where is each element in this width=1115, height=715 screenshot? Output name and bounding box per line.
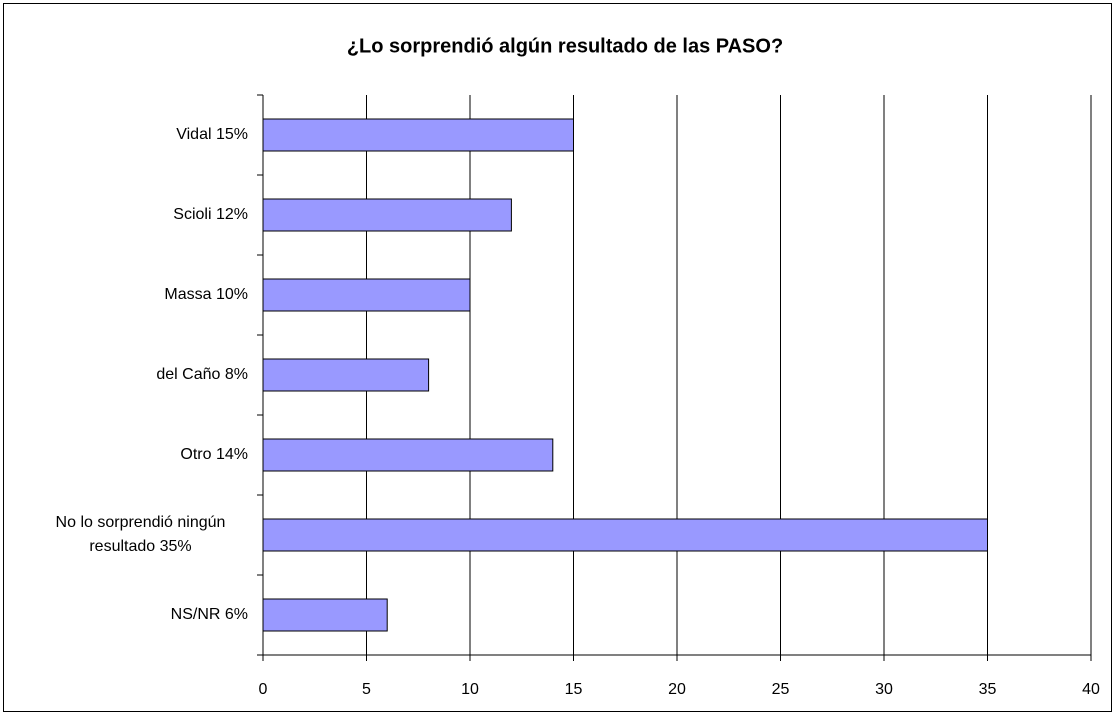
y-tick-label-box: Vidal 15%	[176, 95, 248, 175]
bar	[262, 118, 574, 152]
x-tick-label: 35	[979, 681, 997, 698]
y-tick-label: NS/NR 6%	[170, 606, 248, 623]
y-tick-label: No lo sorprendió ningún resultado 35%	[55, 514, 226, 555]
chart-title: ¿Lo sorprendió algún resultado de las PA…	[347, 35, 783, 57]
bar	[262, 518, 988, 552]
y-tick-label: Scioli 12%	[173, 206, 248, 223]
x-tick-label: 25	[772, 681, 790, 698]
bar	[262, 438, 554, 472]
y-tick-label: Vidal 15%	[176, 126, 248, 143]
y-tick-label-box: Otro 14%	[180, 415, 248, 495]
y-tick-label-box: Scioli 12%	[173, 175, 248, 255]
y-tick-label: del Caño 8%	[156, 366, 248, 383]
y-tick-label-box: del Caño 8%	[156, 335, 248, 415]
y-tick-label-box: Massa 10%	[164, 255, 248, 335]
x-tick-label: 20	[668, 681, 686, 698]
x-tick-label: 15	[565, 681, 583, 698]
x-tick-label: 40	[1082, 681, 1100, 698]
y-tick-label-box: No lo sorprendió ningún resultado 35%	[33, 495, 248, 575]
y-tick-label: Massa 10%	[164, 286, 248, 303]
bar	[262, 278, 471, 312]
y-tick-label-box: NS/NR 6%	[171, 575, 248, 655]
y-tick-label: Otro 14%	[180, 446, 248, 463]
x-tick-label: 10	[461, 681, 479, 698]
x-tick-label: 30	[875, 681, 893, 698]
x-tick-label: 0	[259, 681, 268, 698]
bar	[262, 598, 388, 632]
x-tick-label: 5	[362, 681, 371, 698]
bar	[262, 358, 430, 392]
bar	[262, 198, 512, 232]
